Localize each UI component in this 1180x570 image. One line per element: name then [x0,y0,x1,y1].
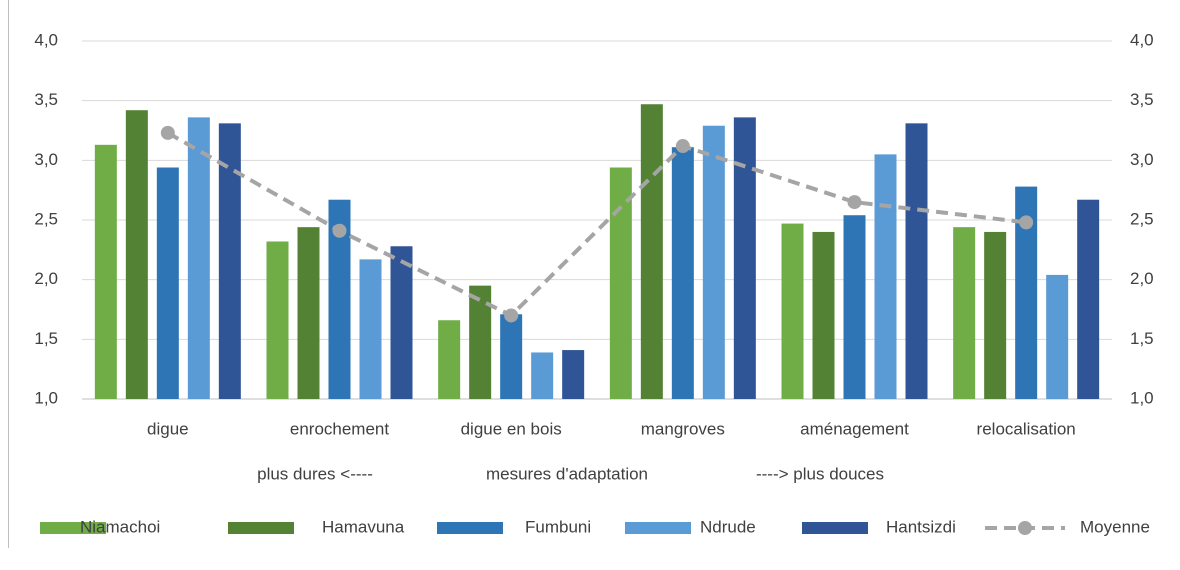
bar [733,117,756,399]
x-tick-label: mangroves [641,419,725,438]
bar [297,227,320,399]
line-marker [847,195,862,210]
bar [500,314,523,399]
bar [874,154,897,399]
line-marker [1019,215,1034,230]
y2-tick-label: 2,0 [1130,269,1154,288]
y-tick-label: 2,0 [34,269,58,288]
bar [905,123,928,399]
x-tick-label: relocalisation [977,419,1076,438]
bar [702,125,725,399]
legend-label: Fumbuni [525,517,591,536]
bar [671,147,694,399]
bar [328,199,351,399]
bar [781,223,804,399]
legend-marker [1018,521,1032,535]
annotation: ----> plus douces [756,464,884,483]
bar [953,227,976,399]
y2-tick-label: 3,5 [1130,90,1154,109]
bar [1077,199,1100,399]
bar [390,246,413,399]
bar [609,167,632,399]
y-tick-label: 3,5 [34,90,58,109]
bar [438,320,461,399]
x-tick-label: digue en bois [461,419,562,438]
legend-swatch [228,522,294,534]
bar [531,352,554,399]
line-marker [160,125,175,140]
legend-swatch [437,522,503,534]
bar [984,231,1007,399]
legend-label: Moyenne [1080,517,1150,536]
line-marker [332,223,347,238]
legend-swatch [40,522,106,534]
bar [1046,274,1069,399]
bar [94,144,117,399]
line-marker [504,308,519,323]
legend-label: Hamavuna [322,517,405,536]
annotation: plus dures <---- [257,464,373,483]
y2-tick-label: 3,0 [1130,150,1154,169]
bar [359,259,382,399]
y-tick-label: 1,5 [34,329,58,348]
bar [218,123,241,399]
y2-tick-label: 4,0 [1130,30,1154,49]
y-tick-label: 4,0 [34,30,58,49]
legend-label: Ndrude [700,517,756,536]
x-tick-label: digue [147,419,189,438]
y-tick-label: 3,0 [34,150,58,169]
legend-swatch [625,522,691,534]
bar [640,104,663,399]
bar [156,167,179,399]
legend-label: Niamachoi [80,517,160,536]
line [166,131,1027,318]
legend-label: Hantsizdi [886,517,956,536]
bar [843,215,866,399]
bar [125,110,148,400]
y2-tick-label: 1,0 [1130,388,1154,407]
bar [187,117,210,399]
x-tick-label: enrochement [290,419,390,438]
bar [1015,186,1038,399]
y-tick-label: 1,0 [34,388,58,407]
legend-swatch [802,522,868,534]
bar [469,285,492,399]
bar [266,241,289,399]
y2-tick-label: 2,5 [1130,209,1154,228]
x-axis-title: mesures d'adaptation [486,464,648,483]
y2-tick-label: 1,5 [1130,329,1154,348]
bar [812,231,835,399]
x-tick-label: aménagement [800,419,909,438]
bar [562,350,585,399]
line-marker [675,139,690,154]
y-tick-label: 2,5 [34,209,58,228]
